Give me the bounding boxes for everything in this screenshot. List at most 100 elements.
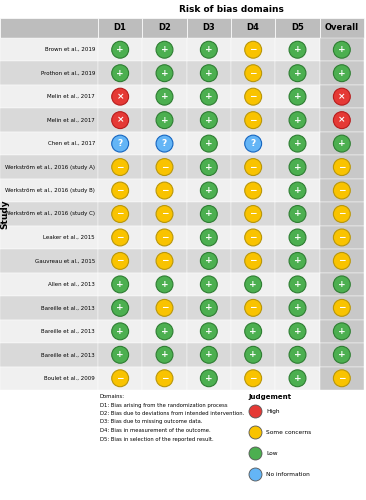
Circle shape — [201, 346, 217, 363]
Circle shape — [245, 135, 262, 152]
Circle shape — [112, 182, 128, 199]
Text: +: + — [116, 327, 124, 336]
Bar — [98, 343, 142, 366]
Bar — [275, 366, 320, 390]
Bar — [275, 132, 320, 156]
Bar — [320, 156, 364, 179]
Circle shape — [333, 88, 350, 105]
Circle shape — [112, 252, 128, 270]
Text: −: − — [161, 210, 168, 218]
Circle shape — [289, 300, 306, 316]
Text: +: + — [338, 327, 346, 336]
Text: +: + — [338, 68, 346, 78]
Circle shape — [112, 276, 128, 293]
Circle shape — [289, 112, 306, 128]
Text: D5: D5 — [291, 24, 304, 32]
Circle shape — [112, 158, 128, 176]
Bar — [275, 62, 320, 85]
Circle shape — [112, 323, 128, 340]
Text: −: − — [338, 233, 346, 242]
Bar — [275, 156, 320, 179]
Circle shape — [112, 300, 128, 316]
Bar — [187, 62, 231, 85]
Circle shape — [201, 65, 217, 82]
Text: Overall: Overall — [325, 24, 359, 32]
Text: +: + — [116, 304, 124, 312]
Text: −: − — [249, 162, 257, 172]
Bar — [142, 38, 187, 62]
Bar — [0, 132, 98, 156]
Circle shape — [333, 323, 350, 340]
Bar — [98, 38, 142, 62]
Circle shape — [245, 88, 262, 105]
Text: −: − — [116, 186, 124, 195]
Circle shape — [156, 370, 173, 386]
Text: +: + — [249, 327, 257, 336]
Circle shape — [156, 276, 173, 293]
Text: Melin et al., 2017: Melin et al., 2017 — [47, 94, 95, 99]
Bar — [0, 343, 98, 366]
Bar — [231, 132, 275, 156]
Text: −: − — [249, 68, 257, 78]
Circle shape — [333, 112, 350, 128]
Circle shape — [333, 65, 350, 82]
Bar — [0, 296, 98, 320]
Text: Boulet et al., 2009: Boulet et al., 2009 — [44, 376, 95, 381]
Circle shape — [333, 370, 350, 386]
Bar — [142, 108, 187, 132]
Text: +: + — [294, 68, 301, 78]
Circle shape — [245, 182, 262, 199]
Text: D3: D3 — [202, 24, 215, 32]
Text: ?: ? — [251, 139, 256, 148]
Circle shape — [289, 158, 306, 176]
Text: +: + — [116, 280, 124, 289]
Circle shape — [333, 276, 350, 293]
Text: ×: × — [338, 116, 346, 124]
Text: Prothon et al., 2019: Prothon et al., 2019 — [41, 70, 95, 76]
Bar — [142, 132, 187, 156]
Bar — [320, 366, 364, 390]
Circle shape — [245, 206, 262, 222]
Bar — [98, 18, 142, 38]
Text: −: − — [116, 256, 124, 266]
Circle shape — [156, 323, 173, 340]
Circle shape — [245, 300, 262, 316]
Bar — [98, 108, 142, 132]
Text: Gauvreau et al., 2015: Gauvreau et al., 2015 — [35, 258, 95, 264]
Circle shape — [201, 135, 217, 152]
Bar — [0, 320, 98, 343]
Circle shape — [333, 42, 350, 58]
Text: D2: Bias due to deviations from intended intervention.: D2: Bias due to deviations from intended… — [100, 411, 244, 416]
Circle shape — [289, 323, 306, 340]
Text: −: − — [338, 162, 346, 172]
Circle shape — [289, 229, 306, 246]
Text: +: + — [205, 139, 213, 148]
Bar — [231, 179, 275, 203]
Bar — [231, 366, 275, 390]
Bar — [275, 179, 320, 203]
Circle shape — [289, 206, 306, 222]
Text: +: + — [205, 92, 213, 101]
Text: D1: Bias arising from the randomization process: D1: Bias arising from the randomization … — [100, 402, 228, 407]
Circle shape — [112, 135, 128, 152]
Text: ?: ? — [162, 139, 167, 148]
Circle shape — [112, 206, 128, 222]
Text: Domains:: Domains: — [100, 394, 125, 399]
Circle shape — [245, 323, 262, 340]
Bar — [187, 226, 231, 249]
Bar — [320, 62, 364, 85]
Text: +: + — [338, 139, 346, 148]
Circle shape — [245, 158, 262, 176]
Text: −: − — [338, 186, 346, 195]
Circle shape — [333, 300, 350, 316]
Bar — [231, 38, 275, 62]
Text: Judgement: Judgement — [248, 394, 291, 400]
Text: +: + — [294, 304, 301, 312]
Bar — [142, 226, 187, 249]
Text: +: + — [294, 116, 301, 124]
Text: Bareille et al., 2013: Bareille et al., 2013 — [41, 306, 95, 310]
Text: Brown et al., 2019: Brown et al., 2019 — [45, 47, 95, 52]
Circle shape — [156, 252, 173, 270]
Bar — [275, 320, 320, 343]
Text: +: + — [161, 116, 168, 124]
